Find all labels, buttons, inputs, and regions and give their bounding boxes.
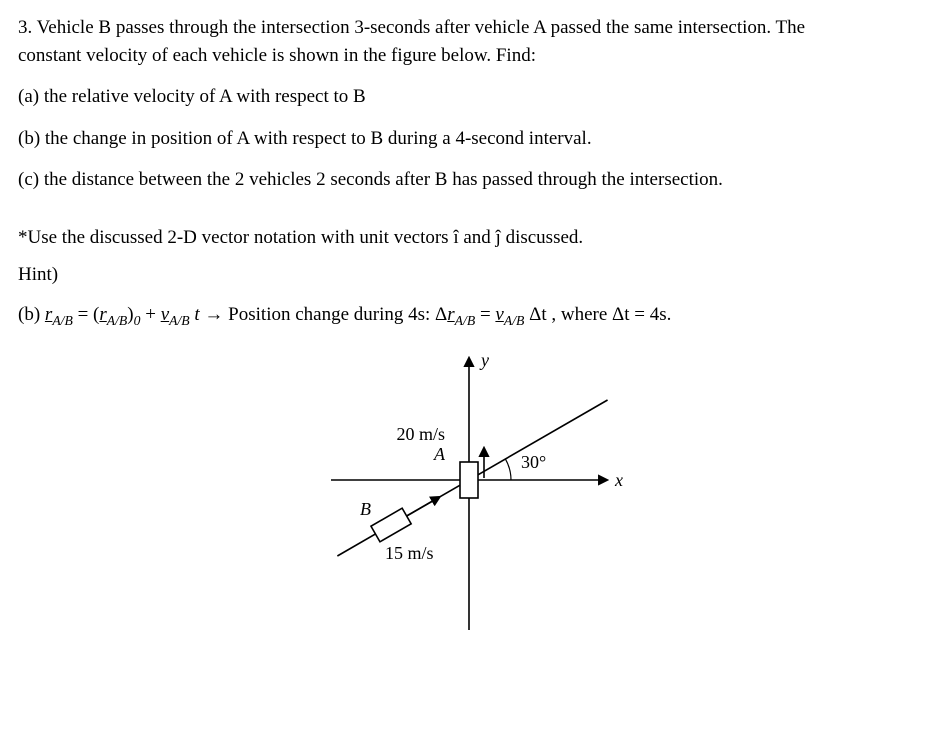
vehicle-b-label: B — [360, 499, 371, 519]
vehicle-b-group — [370, 509, 410, 543]
problem-text-line2: constant velocity of each vehicle is sho… — [18, 45, 536, 66]
vehicle-a-label: A — [433, 444, 446, 464]
figure-diagram: x y 30° A20 m/s B 15 m/s — [289, 340, 649, 640]
angle-label: 30° — [521, 452, 546, 472]
hint-t: t — [190, 304, 200, 325]
hint-arrow: → Position change during 4s: Δ — [200, 304, 448, 325]
vector-notation-note: *Use the discussed 2-D vector notation w… — [18, 224, 919, 252]
hint-dt: Δt , where Δt = 4s. — [524, 304, 671, 325]
y-axis-label: y — [479, 350, 489, 370]
part-a-label: (a) — [18, 86, 39, 107]
part-c: (c) the distance between the 2 vehicles … — [18, 166, 919, 194]
vehicle-a-rect — [460, 462, 478, 498]
hint-v2-sub: A/B — [504, 313, 525, 328]
hint-dr-sub: A/B — [455, 313, 476, 328]
part-c-label: (c) — [18, 169, 39, 190]
hint-dr: r — [447, 304, 454, 325]
hint-plus: + — [140, 304, 160, 325]
problem-text-line1: Vehicle B passes through the intersectio… — [37, 17, 805, 38]
hint-v2: v — [495, 304, 503, 325]
x-axis-label: x — [614, 470, 623, 490]
note-text: *Use the discussed 2-D vector notation w… — [18, 227, 583, 248]
hint-r0: r — [99, 304, 106, 325]
vehicle-a-speed: 20 m/s — [396, 424, 445, 444]
problem-statement: 3. Vehicle B passes through the intersec… — [18, 14, 919, 69]
problem-number: 3. — [18, 17, 32, 38]
part-b-text: the change in position of A with respect… — [45, 128, 592, 149]
part-a: (a) the relative velocity of A with resp… — [18, 83, 919, 111]
part-b: (b) the change in position of A with res… — [18, 125, 919, 153]
vehicle-b-rect — [370, 509, 410, 543]
hint-eq2: = — [475, 304, 495, 325]
hint-label: Hint) — [18, 261, 919, 289]
hint-b-label: (b) — [18, 304, 45, 325]
hint-r0-sub: A/B — [107, 313, 128, 328]
angle-arc — [505, 459, 511, 480]
part-b-label: (b) — [18, 128, 40, 149]
vehicle-b-speed: 15 m/s — [385, 543, 434, 563]
hint-r1-sub: A/B — [52, 313, 73, 328]
hint-v1: v — [161, 304, 169, 325]
part-c-text: the distance between the 2 vehicles 2 se… — [44, 169, 723, 190]
figure-wrap: x y 30° A20 m/s B 15 m/s — [18, 340, 919, 640]
hint-eq1: = ( — [73, 304, 100, 325]
hint-line-b: (b) rA/B = (rA/B)0 + vA/B t → Position c… — [18, 301, 919, 331]
parts-list: (a) the relative velocity of A with resp… — [18, 83, 919, 194]
part-a-text: the relative velocity of A with respect … — [44, 86, 366, 107]
hint-v1-sub: A/B — [169, 313, 190, 328]
vehicle-b-velocity-arrow — [406, 497, 439, 516]
